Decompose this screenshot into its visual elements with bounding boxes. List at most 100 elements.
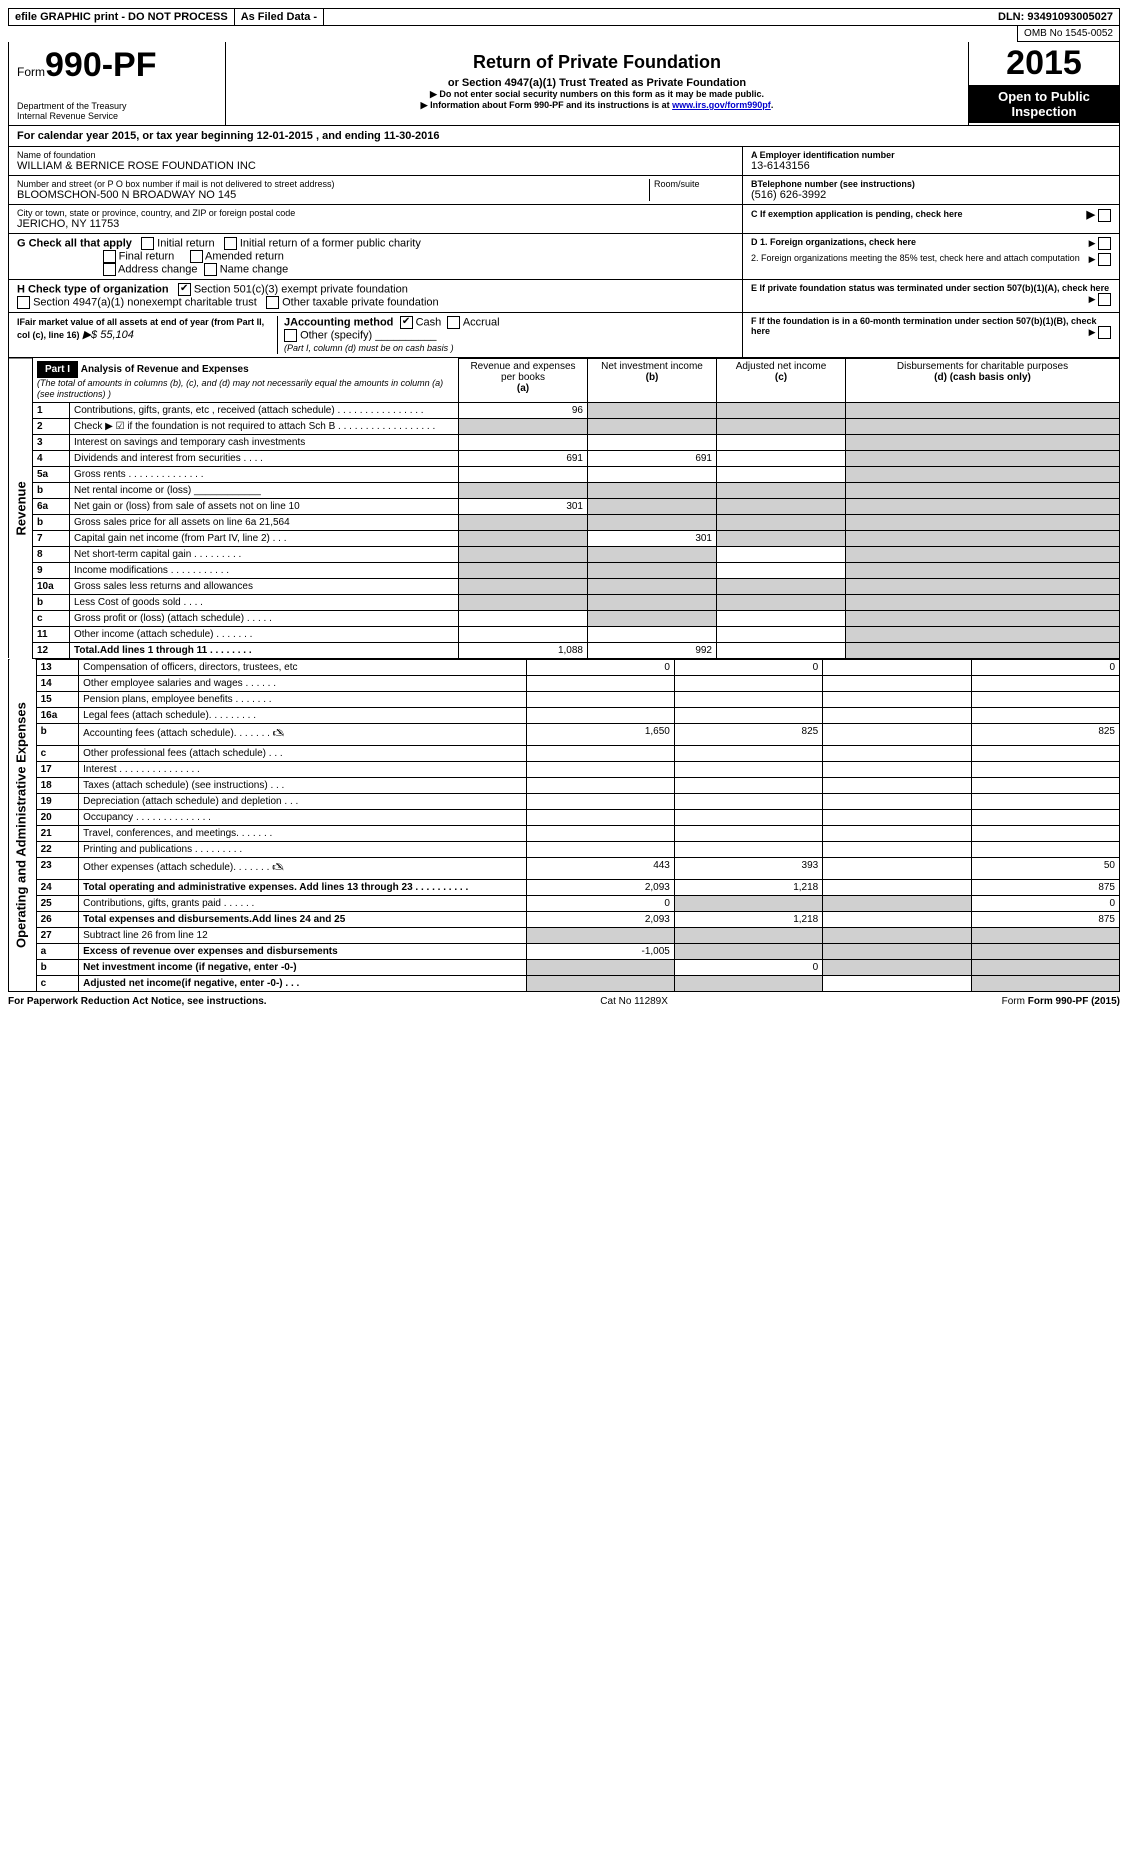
h-4947: Section 4947(a)(1) nonexempt charitable … [33, 296, 257, 308]
row-6b: bGross sales price for all assets on lin… [9, 514, 1120, 530]
part1-subtitle: (The total of amounts in columns (b), (c… [37, 378, 443, 399]
checkbox-501c3[interactable]: ✔ [178, 283, 191, 296]
form-number: 990-PF [45, 46, 157, 84]
g-d-row: G Check all that apply Initial return In… [8, 234, 1120, 280]
footer-mid: Cat No 11289X [600, 996, 668, 1007]
checkbox-e[interactable] [1098, 293, 1111, 306]
page-footer: For Paperwork Reduction Act Notice, see … [8, 992, 1120, 1007]
row-1: 1Contributions, gifts, grants, etc , rec… [9, 402, 1120, 418]
row-27: 27Subtract line 26 from line 12 [9, 927, 1120, 943]
side-revenue: Revenue [9, 359, 33, 659]
checkbox-d1[interactable] [1098, 237, 1111, 250]
info-pre: ▶ Information about Form 990-PF and its … [421, 100, 672, 110]
checkbox-4947[interactable] [17, 296, 30, 309]
row-9: 9Income modifications . . . . . . . . . … [9, 562, 1120, 578]
checkbox-final[interactable] [103, 250, 116, 263]
g-label: G Check all that apply [17, 237, 132, 249]
efile-text: efile GRAPHIC print - DO NOT PROCESS [9, 9, 235, 25]
open-public: Open to Public Inspection [969, 85, 1119, 123]
row-27c: cAdjusted net income(if negative, enter … [9, 975, 1120, 991]
row-6a: 6aNet gain or (loss) from sale of assets… [9, 498, 1120, 514]
city-label: City or town, state or province, country… [17, 208, 734, 218]
checkbox-initial-former[interactable] [224, 237, 237, 250]
g-initial: Initial return [157, 237, 214, 249]
checkbox-accrual[interactable] [447, 316, 460, 329]
calyear-end: 11-30-2016 [384, 130, 440, 142]
addr-value: BLOOMSCHON-500 N BROADWAY NO 145 [17, 189, 649, 201]
calyear-begin: 12-01-2015 [257, 130, 313, 142]
col-d-header: Disbursements for charitable purposes(d)… [846, 359, 1120, 403]
h-label: H Check type of organization [17, 283, 169, 295]
checkbox-c[interactable] [1098, 209, 1111, 222]
omb-number: OMB No 1545-0052 [1017, 26, 1120, 42]
ssn-warning: ▶ Do not enter social security numbers o… [234, 89, 960, 100]
row-26: 26Total expenses and disbursements.Add l… [9, 911, 1120, 927]
room-label: Room/suite [654, 179, 734, 189]
row-12: 12Total.Add lines 1 through 11 . . . . .… [9, 642, 1120, 658]
dept-treasury: Department of the Treasury [17, 101, 217, 111]
checkbox-namechange[interactable] [204, 263, 217, 276]
checkbox-othertax[interactable] [266, 296, 279, 309]
row-16b: bAccounting fees (attach schedule). . . … [9, 723, 1120, 745]
irs-link[interactable]: www.irs.gov/form990pf [672, 100, 771, 110]
part1-table: Revenue Part I Analysis of Revenue and E… [8, 358, 1120, 659]
city-value: JERICHO, NY 11753 [17, 218, 734, 230]
calyear-pre: For calendar year 2015, or tax year begi… [17, 130, 257, 142]
checkbox-f[interactable] [1098, 326, 1111, 339]
year-cell: 2015 Open to Public Inspection [968, 42, 1119, 125]
info-line: ▶ Information about Form 990-PF and its … [234, 100, 960, 111]
h-othertax: Other taxable private foundation [282, 296, 439, 308]
g-final: Final return [119, 250, 175, 262]
c-label: C If exemption application is pending, c… [751, 209, 963, 219]
checkbox-d2[interactable] [1098, 253, 1111, 266]
j-cash: Cash [416, 316, 442, 328]
checkbox-addrchange[interactable] [103, 263, 116, 276]
j-accrual: Accrual [463, 316, 500, 328]
row-5b: bNet rental income or (loss) ___________… [9, 482, 1120, 498]
checkbox-other[interactable] [284, 329, 297, 342]
calendar-year-row: For calendar year 2015, or tax year begi… [8, 126, 1120, 147]
checkbox-cash[interactable]: ✔ [400, 316, 413, 329]
dept-irs: Internal Revenue Service [17, 111, 217, 121]
h-e-row: H Check type of organization ✔ Section 5… [8, 280, 1120, 313]
col-a-header: Revenue and expenses per books(a) [459, 359, 588, 403]
row-11: 11Other income (attach schedule) . . . .… [9, 626, 1120, 642]
form-number-cell: Form990-PF Department of the Treasury In… [9, 42, 226, 125]
row-22: 22Printing and publications . . . . . . … [9, 841, 1120, 857]
row-20: 20Occupancy . . . . . . . . . . . . . . [9, 809, 1120, 825]
h-501c3: Section 501(c)(3) exempt private foundat… [194, 283, 408, 295]
footer-right: Form Form 990-PF (2015) [1002, 996, 1120, 1007]
j-label: JAccounting method [284, 316, 393, 328]
form-subtitle: or Section 4947(a)(1) Trust Treated as P… [234, 77, 960, 89]
addr-tel-row: Number and street (or P O box number if … [8, 176, 1120, 205]
d1-label: D 1. Foreign organizations, check here [751, 237, 916, 247]
tel-value: (516) 626-3992 [751, 189, 1111, 201]
row-10b: bLess Cost of goods sold . . . . [9, 594, 1120, 610]
form-title: Return of Private Foundation [234, 52, 960, 73]
ein-value: 13-6143156 [751, 160, 1111, 172]
name-ein-row: Name of foundation WILLIAM & BERNICE ROS… [8, 147, 1120, 176]
row-15: 15Pension plans, employee benefits . . .… [9, 691, 1120, 707]
row-2: 2Check ▶ ☑ if the foundation is not requ… [9, 418, 1120, 434]
row-16c: cOther professional fees (attach schedul… [9, 745, 1120, 761]
row-13: Operating and Administrative Expenses13C… [9, 659, 1120, 675]
checkbox-amended[interactable] [190, 250, 203, 263]
info-post: . [771, 100, 774, 110]
row-8: 8Net short-term capital gain . . . . . .… [9, 546, 1120, 562]
side-expenses: Operating and Administrative Expenses [9, 659, 37, 991]
i-value: ▶$ 55,104 [83, 329, 134, 341]
part1-expenses-table: Operating and Administrative Expenses13C… [8, 659, 1120, 992]
ij-f-row: IFair market value of all assets at end … [8, 313, 1120, 358]
row-3: 3Interest on savings and temporary cash … [9, 434, 1120, 450]
ein-label: A Employer identification number [751, 150, 1111, 160]
row-25: 25Contributions, gifts, grants paid . . … [9, 895, 1120, 911]
name-label: Name of foundation [17, 150, 734, 160]
g-amended: Amended return [205, 250, 284, 262]
row-27b: bNet investment income (if negative, ent… [9, 959, 1120, 975]
asfiled-text: As Filed Data - [235, 9, 324, 25]
checkbox-initial[interactable] [141, 237, 154, 250]
addr-label: Number and street (or P O box number if … [17, 179, 649, 189]
row-21: 21Travel, conferences, and meetings. . .… [9, 825, 1120, 841]
row-19: 19Depreciation (attach schedule) and dep… [9, 793, 1120, 809]
part1-label: Part I [37, 361, 78, 378]
